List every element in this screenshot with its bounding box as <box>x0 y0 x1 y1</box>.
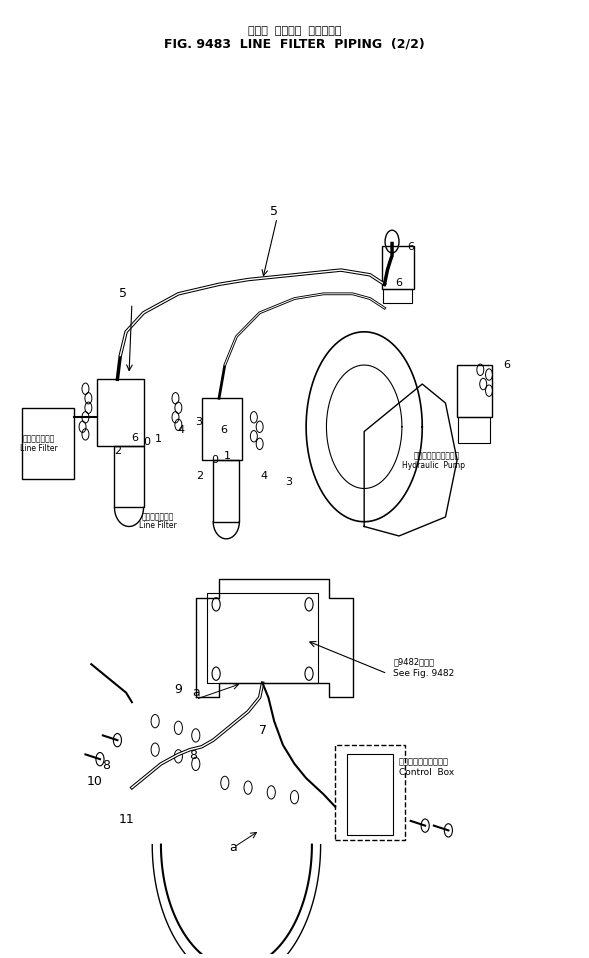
Text: コントロールボックス: コントロールボックス <box>399 757 449 765</box>
Text: a: a <box>230 841 237 855</box>
Text: 11: 11 <box>118 812 134 826</box>
Bar <box>22 408 74 479</box>
Text: 2: 2 <box>114 445 121 455</box>
Text: ハイトロリックポンプ: ハイトロリックポンプ <box>413 451 460 460</box>
Bar <box>335 745 405 840</box>
Bar <box>213 460 239 522</box>
Text: a: a <box>192 686 200 698</box>
Text: ライン  フィルタ  パイピング: ライン フィルタ パイピング <box>248 26 341 35</box>
Text: 9: 9 <box>174 683 183 696</box>
Bar <box>97 379 144 445</box>
Text: ラインフィルタ: ラインフィルタ <box>23 434 55 443</box>
Bar <box>457 365 492 418</box>
Bar <box>207 593 317 683</box>
Bar <box>458 418 490 443</box>
Text: 6: 6 <box>220 424 227 435</box>
Text: 4: 4 <box>261 471 268 481</box>
Text: 3: 3 <box>285 477 292 487</box>
Text: Line Filter: Line Filter <box>139 521 177 531</box>
Text: ラインフィルタ: ラインフィルタ <box>142 512 174 521</box>
Text: 3: 3 <box>195 417 202 427</box>
Text: 1: 1 <box>224 451 231 461</box>
Text: 4: 4 <box>178 424 185 435</box>
Text: 6: 6 <box>503 360 510 370</box>
Text: 5: 5 <box>270 205 278 218</box>
Text: 1: 1 <box>154 434 161 445</box>
Text: 8: 8 <box>102 759 110 771</box>
Text: 6: 6 <box>407 242 414 252</box>
Text: 6: 6 <box>396 279 402 288</box>
Text: 0: 0 <box>211 455 218 465</box>
Text: Control  Box: Control Box <box>399 768 454 777</box>
Bar <box>201 399 242 460</box>
Text: See Fig. 9482: See Fig. 9482 <box>393 669 455 677</box>
Text: 7: 7 <box>259 723 267 737</box>
Text: 10: 10 <box>86 775 102 787</box>
Bar <box>383 289 412 304</box>
Text: FIG. 9483  LINE  FILTER  PIPING  (2/2): FIG. 9483 LINE FILTER PIPING (2/2) <box>164 37 425 51</box>
Bar <box>347 754 393 835</box>
Text: 8: 8 <box>189 749 197 763</box>
Text: Line Filter: Line Filter <box>20 444 58 452</box>
Text: 0: 0 <box>143 437 150 447</box>
Text: 5: 5 <box>119 286 127 300</box>
Text: 2: 2 <box>196 471 203 481</box>
Bar <box>114 445 144 508</box>
Bar <box>382 246 413 289</box>
Text: 6: 6 <box>131 433 138 444</box>
Text: 围9482ご参照: 围9482ご参照 <box>393 657 434 666</box>
Text: Hydraulic  Pump: Hydraulic Pump <box>402 461 465 469</box>
